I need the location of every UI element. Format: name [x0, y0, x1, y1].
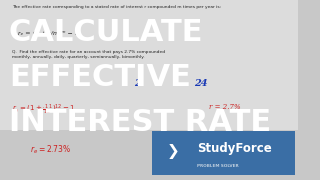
Text: r = 2.7%: r = 2.7% — [209, 103, 241, 111]
Text: $r_e = (1 + \frac{.11}{12})^{12} - 1$: $r_e = (1 + \frac{.11}{12})^{12} - 1$ — [12, 103, 76, 117]
FancyBboxPatch shape — [0, 0, 299, 130]
Text: $r_e = 2.73\%$: $r_e = 2.73\%$ — [30, 144, 71, 156]
Text: StudyForce: StudyForce — [197, 142, 272, 155]
Text: Q.  Find the effective rate for an account that pays 2.7% compounded
monthly, an: Q. Find the effective rate for an accoun… — [12, 50, 165, 59]
Text: 24: 24 — [194, 79, 207, 88]
Text: CALCULATE: CALCULATE — [9, 18, 204, 47]
Text: EFFECTIVE: EFFECTIVE — [9, 63, 191, 92]
Text: 2: 2 — [134, 79, 141, 88]
Text: PROBLEM SOLVER: PROBLEM SOLVER — [197, 164, 239, 168]
Text: ❯: ❯ — [167, 144, 180, 159]
Text: The effective rate corresponding to a stated rate of interest r compounded m tim: The effective rate corresponding to a st… — [12, 5, 221, 9]
FancyBboxPatch shape — [152, 131, 295, 175]
Text: rₑ = (1 + r/m)ᵐ − 1: rₑ = (1 + r/m)ᵐ − 1 — [18, 31, 79, 36]
Text: INTEREST RATE: INTEREST RATE — [9, 108, 271, 137]
